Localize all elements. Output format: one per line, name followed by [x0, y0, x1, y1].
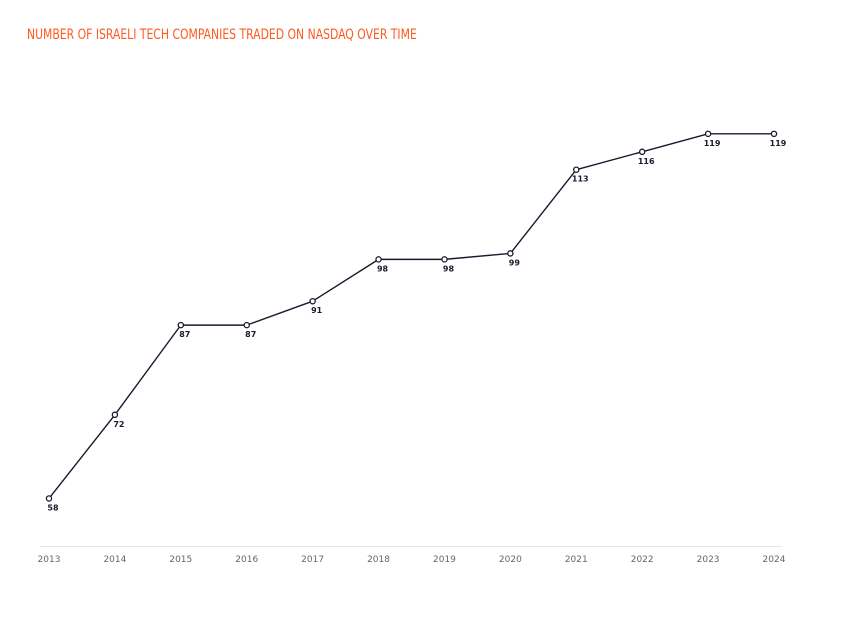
series-line: [48, 133, 774, 499]
x-tick-label-2020: 2020: [499, 555, 522, 565]
data-point-2020: [507, 250, 514, 257]
data-label-2021: 113: [572, 175, 589, 184]
data-point-2022: [638, 148, 646, 156]
data-label-2024: 119: [770, 139, 787, 148]
x-tick-label-2023: 2023: [697, 555, 720, 565]
x-tick-label-2021: 2021: [565, 555, 588, 565]
data-label-2019: 98: [443, 264, 455, 273]
data-point-2019: [441, 256, 448, 263]
data-points: [45, 130, 778, 502]
x-tick-label-2013: 2013: [38, 555, 61, 565]
x-tick-label-2024: 2024: [763, 555, 786, 565]
x-tick-label-2015: 2015: [169, 555, 192, 565]
data-point-2023: [704, 130, 712, 138]
data-point-2015: [177, 321, 185, 329]
data-label-2016: 87: [245, 330, 256, 339]
data-point-2018: [375, 256, 382, 263]
data-point-2016: [243, 321, 250, 329]
data-label-2015: 87: [179, 330, 190, 339]
x-tick-labels: 2013 2014 2015 2016 2017 2018 2019 2020 2021 2022…: [38, 555, 786, 565]
data-point-2017: [309, 297, 316, 305]
x-tick-label-2017: 2017: [301, 555, 324, 565]
data-label-2022: 116: [638, 157, 655, 166]
data-label-2023: 119: [704, 139, 721, 148]
data-point-2014: [111, 411, 119, 419]
data-labels: 58 72 87 87 91 98 98 99 113 116 119 119: [47, 139, 786, 513]
x-tick-label-2022: 2022: [631, 555, 654, 565]
data-label-2017: 91: [311, 306, 323, 315]
data-label-2013: 58: [47, 503, 59, 512]
data-label-2020: 99: [509, 258, 521, 267]
x-tick-label-2016: 2016: [235, 555, 258, 565]
x-tick-label-2014: 2014: [103, 555, 126, 565]
data-label-2014: 72: [113, 420, 124, 429]
chart-title: NUMBER OF ISRAELI TECH COMPANIES TRADED …: [27, 27, 417, 43]
x-tick-label-2019: 2019: [433, 555, 456, 565]
x-tick-label-2018: 2018: [367, 555, 390, 565]
data-label-2018: 98: [377, 264, 389, 273]
data-point-2024: [770, 130, 778, 138]
data-point-2021: [573, 166, 580, 173]
data-point-2013: [45, 495, 53, 502]
